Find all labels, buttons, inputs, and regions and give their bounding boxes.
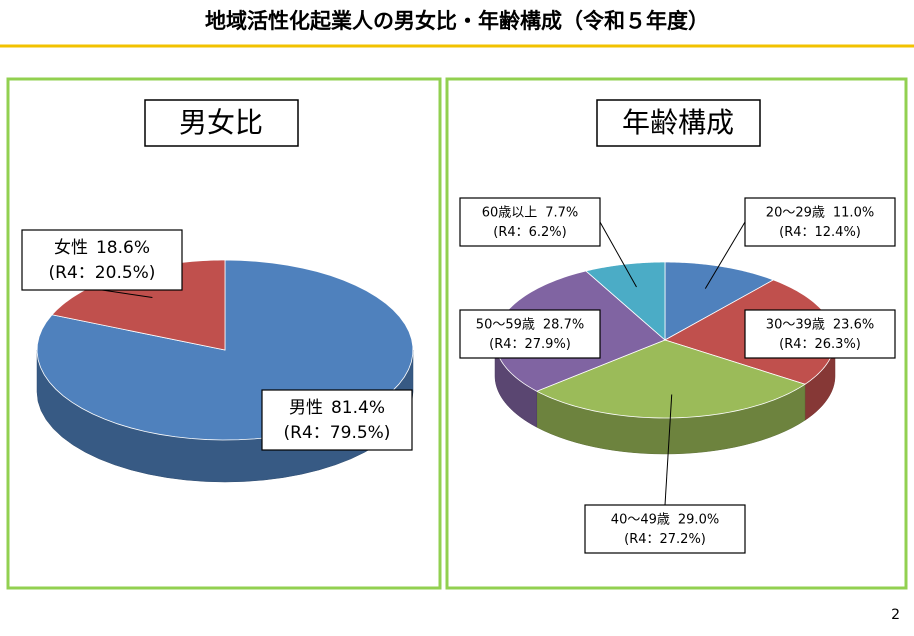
category-label: 50～59歳 bbox=[476, 317, 535, 332]
pie-slice bbox=[664, 261, 775, 341]
page-number: 2 bbox=[891, 607, 900, 623]
category-label: 20～29歳 bbox=[766, 205, 825, 220]
previous-label: (R4：12.4%) bbox=[779, 225, 861, 240]
panel bbox=[6, 77, 442, 590]
value-label: 7.7% bbox=[545, 205, 578, 220]
panel bbox=[445, 77, 908, 590]
previous-label: (R4：26.3%) bbox=[779, 337, 861, 352]
leader-line bbox=[664, 394, 673, 506]
previous-label: (R4：6.2%) bbox=[493, 225, 566, 240]
category-label: 女性 bbox=[54, 238, 88, 258]
previous-label: (R4：20.5%) bbox=[49, 263, 156, 283]
value-label: 28.7% bbox=[543, 317, 584, 332]
data-label: 60歳以上 7.7% bbox=[482, 205, 579, 220]
value-label: 11.0% bbox=[833, 205, 874, 220]
value-label: 18.6% bbox=[96, 238, 150, 258]
data-label: 20～29歳 11.0% bbox=[766, 205, 874, 220]
leader-line bbox=[599, 221, 637, 288]
charts: 男性 81.4% (R4：79.5%) 女性 18.6% (R4：20.5%) 20～29歳… bbox=[21, 197, 896, 554]
label-box bbox=[744, 197, 896, 247]
leader-line bbox=[704, 221, 746, 289]
chart-title: 男女比 bbox=[179, 106, 263, 139]
data-label: 30～39歳 23.6% bbox=[766, 317, 874, 332]
label-box bbox=[21, 229, 183, 291]
data-label: 40～49歳 29.0% bbox=[611, 512, 719, 527]
label-box bbox=[261, 389, 413, 451]
chart-title-box bbox=[596, 99, 761, 147]
label-box bbox=[584, 504, 746, 554]
category-label: 60歳以上 bbox=[482, 205, 538, 220]
data-label: 50～59歳 28.7% bbox=[476, 317, 584, 332]
previous-label: (R4：79.5%) bbox=[284, 423, 391, 443]
previous-label: (R4：27.2%) bbox=[624, 532, 706, 547]
value-label: 29.0% bbox=[678, 512, 719, 527]
category-label: 男性 bbox=[289, 398, 323, 418]
leader-line bbox=[101, 289, 153, 298]
previous-label: (R4：27.9%) bbox=[489, 337, 571, 352]
category-label: 30～39歳 bbox=[766, 317, 825, 332]
pie-slice bbox=[535, 339, 806, 419]
chart-title-box bbox=[144, 99, 299, 147]
label-box bbox=[459, 197, 601, 247]
chart-title: 年齢構成 bbox=[622, 106, 734, 139]
category-label: 40～49歳 bbox=[611, 512, 670, 527]
data-label: 男性 81.4% bbox=[289, 398, 385, 418]
label-box bbox=[744, 309, 896, 359]
value-label: 81.4% bbox=[331, 398, 385, 418]
slide-title: 地域活性化起業人の男女比・年齢構成（令和５年度） bbox=[205, 9, 709, 33]
value-label: 23.6% bbox=[833, 317, 874, 332]
data-label: 女性 18.6% bbox=[54, 238, 150, 258]
label-box bbox=[459, 309, 601, 359]
